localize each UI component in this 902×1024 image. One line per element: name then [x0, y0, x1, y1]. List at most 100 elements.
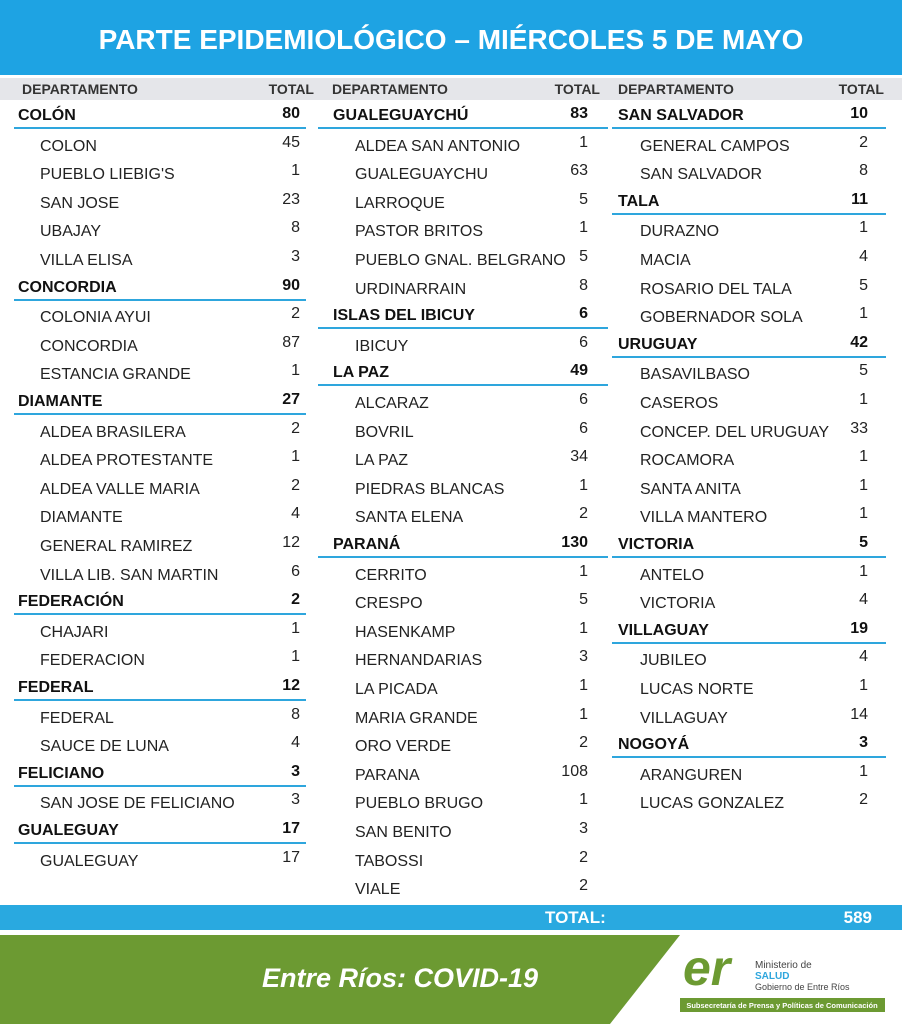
locality-total: 2: [859, 791, 868, 809]
locality-name: JUBILEO: [640, 652, 707, 670]
locality-name: SAN JOSE: [40, 194, 120, 212]
locality-name: IBICUY: [355, 337, 409, 355]
locality-total: 33: [850, 419, 868, 437]
locality-name: PIEDRAS BLANCAS: [355, 480, 505, 498]
column-header: TOTAL: [268, 81, 314, 97]
column-header: DEPARTAMENTO: [22, 81, 138, 97]
locality-name: HASENKAMP: [355, 623, 456, 641]
locality-total: 3: [291, 248, 300, 265]
department-name: GUALEGUAYCHÚ: [333, 107, 469, 124]
locality-total: 1: [291, 648, 300, 666]
locality-total: 2: [291, 305, 300, 323]
locality-name: CHAJARI: [40, 623, 109, 641]
column-header: DEPARTAMENTO: [618, 81, 734, 97]
department-total: 90: [282, 276, 300, 294]
department-name: ISLAS DEL IBICUY: [333, 307, 475, 325]
locality-name: CASEROS: [640, 395, 719, 412]
department-name: URUGUAY: [618, 335, 698, 353]
locality-total: 34: [570, 448, 588, 466]
locality-total: 17: [282, 848, 300, 866]
department-name: TALA: [618, 192, 660, 210]
locality-name: DURAZNO: [640, 223, 720, 241]
locality-total: 4: [859, 248, 868, 265]
locality-total: 23: [282, 190, 300, 208]
locality-name: LA PICADA: [355, 681, 438, 698]
department-name: VICTORIA: [618, 536, 695, 553]
department-name: DIAMANTE: [18, 393, 103, 410]
locality-name: CRESPO: [355, 595, 423, 613]
locality-name: ESTANCIA GRANDE: [40, 366, 191, 384]
locality-total: 1: [579, 791, 588, 809]
department-total: 12: [282, 677, 300, 694]
locality-name: LARROQUE: [355, 194, 445, 212]
locality-total: 3: [579, 648, 588, 666]
department-total: 3: [291, 762, 300, 780]
department-name: FEDERACIÓN: [18, 593, 124, 611]
locality-name: ROCAMORA: [640, 452, 735, 470]
department-total: 10: [850, 105, 868, 122]
locality-name: LA PAZ: [355, 452, 409, 470]
locality-total: 1: [579, 219, 588, 237]
column-header-bar: [0, 78, 902, 100]
ministry-line: Ministerio de: [755, 960, 812, 971]
locality-name: BOVRIL: [355, 423, 414, 441]
department-underline: [612, 355, 886, 358]
column-header: TOTAL: [554, 81, 600, 97]
department-underline: [612, 756, 886, 759]
locality-name: FEDERACION: [40, 652, 145, 670]
department-total: 80: [282, 105, 300, 122]
department-underline: [318, 327, 608, 330]
locality-total: 1: [291, 362, 300, 380]
locality-name: GUALEGUAY: [40, 852, 139, 870]
locality-name: SAN SALVADOR: [640, 166, 763, 184]
locality-total: 2: [579, 877, 588, 895]
department-name: PARANÁ: [333, 536, 401, 553]
department-name: FELICIANO: [18, 764, 105, 782]
locality-name: ARANGUREN: [640, 766, 743, 784]
locality-total: 12: [282, 534, 300, 551]
locality-name: VIALE: [355, 881, 401, 899]
locality-total: 63: [570, 162, 588, 180]
locality-name: DIAMANTE: [40, 509, 123, 527]
department-underline: [14, 784, 306, 787]
slogan: Entre Ríos: COVID-19: [262, 963, 538, 993]
column-header: TOTAL: [838, 81, 884, 97]
department-underline: [318, 556, 608, 558]
locality-total: 2: [579, 734, 588, 752]
locality-total: 5: [859, 276, 868, 294]
locality-total: 6: [579, 419, 588, 437]
locality-total: 1: [859, 562, 868, 580]
locality-total: 2: [579, 505, 588, 523]
department-underline: [14, 127, 306, 129]
locality-total: 45: [282, 133, 300, 151]
locality-name: ALDEA VALLE MARIA: [40, 480, 200, 498]
locality-total: 2: [291, 476, 300, 494]
locality-name: MACIA: [640, 252, 691, 269]
locality-total: 108: [561, 762, 588, 780]
locality-name: MARIA GRANDE: [355, 709, 478, 727]
locality-total: 1: [859, 505, 868, 523]
locality-total: 8: [291, 219, 300, 237]
locality-total: 2: [579, 848, 588, 866]
locality-name: GUALEGUAYCHU: [355, 166, 489, 184]
department-total: 6: [579, 305, 588, 323]
locality-name: URDINARRAIN: [355, 280, 467, 298]
locality-name: LUCAS GONZALEZ: [640, 795, 785, 813]
locality-total: 5: [579, 591, 588, 609]
locality-total: 6: [579, 333, 588, 351]
locality-name: PASTOR BRITOS: [355, 223, 484, 241]
locality-name: FEDERAL: [40, 709, 114, 727]
department-total: 17: [282, 820, 300, 837]
locality-total: 4: [291, 734, 300, 752]
locality-name: COLON: [40, 137, 97, 155]
locality-name: LUCAS NORTE: [640, 681, 754, 698]
locality-total: 1: [859, 677, 868, 694]
locality-name: COLONIA AYUI: [40, 309, 151, 327]
department-total: 2: [291, 591, 300, 609]
locality-name: PUEBLO BRUGO: [355, 795, 484, 813]
locality-name: GOBERNADOR SOLA: [640, 309, 803, 327]
department-total: 42: [850, 333, 868, 351]
subsecretariat: Subsecretaría de Prensa y Políticas de C…: [686, 1001, 878, 1010]
locality-total: 1: [859, 448, 868, 466]
locality-total: 8: [291, 705, 300, 723]
